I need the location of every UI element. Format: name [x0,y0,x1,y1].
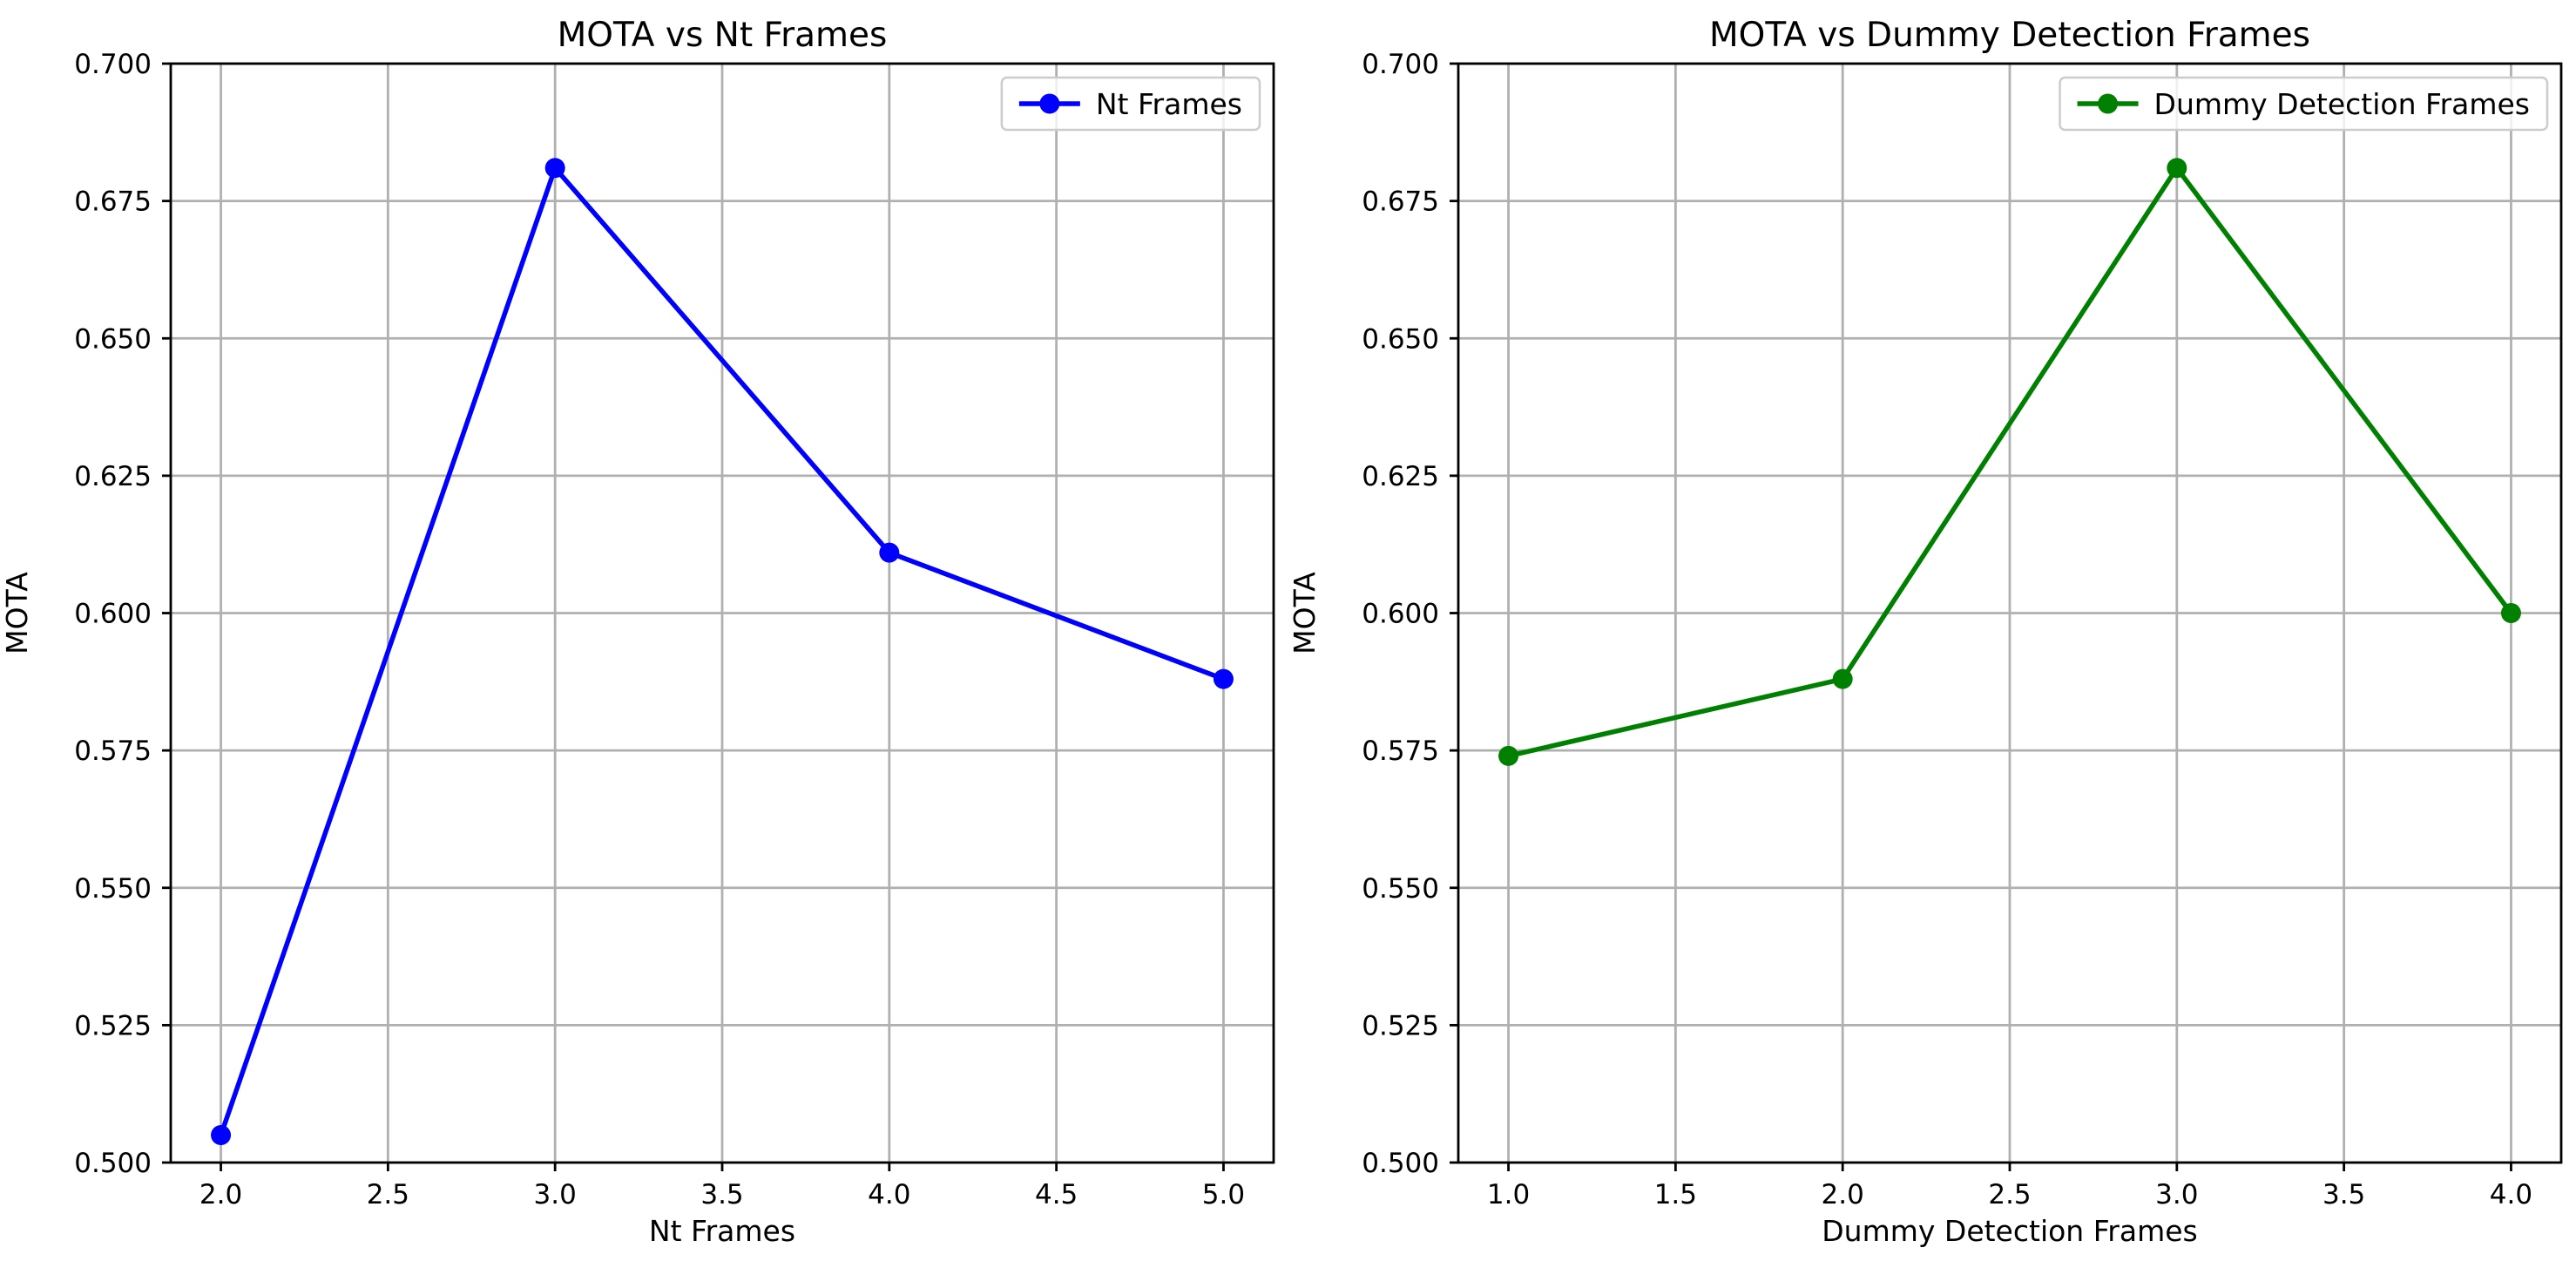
data-point [1832,668,1853,689]
y-tick-label: 0.600 [74,599,152,630]
data-point [211,1124,232,1145]
y-tick-label: 0.550 [1362,873,1439,905]
x-tick-label: 5.0 [1202,1179,1245,1210]
chart-title: MOTA vs Nt Frames [558,16,888,55]
series-dummy-detection-frames [1498,158,2521,766]
gridlines [171,62,1274,1164]
legend-marker [2098,93,2119,114]
y-tick-label: 0.625 [74,461,152,492]
chart-dummy-detection-frames: 1.0 1.5 2.0 2.5 3.0 3.5 4.0 0.500 0.525 0.550 0.57… [1288,16,2563,1248]
x-tick-label: 2.0 [1822,1179,1864,1210]
x-axis-ticks: 2.0 2.5 3.0 3.5 4.0 4.5 5.0 [199,1163,1245,1210]
x-tick-label: 1.0 [1487,1179,1530,1210]
y-axis-ticks: 0.500 0.525 0.550 0.575 0.600 0.625 0.650 0.675… [74,49,171,1179]
y-tick-label: 0.525 [1362,1010,1439,1041]
legend-box [1000,76,1261,132]
x-tick-label: 3.0 [534,1179,577,1210]
y-tick-label: 0.675 [1362,186,1439,218]
series-line [1505,166,2515,759]
data-point [879,542,900,563]
x-tick-label: 4.5 [1035,1179,1078,1210]
x-tick-label: 1.5 [1654,1179,1697,1210]
x-axis-label: Dummy Detection Frames [1822,1214,2197,1248]
legend: Dummy Detection Frames [2059,76,2549,132]
y-tick-label: 0.700 [1362,49,1439,80]
chart-nt-frames: 2.0 2.5 3.0 3.5 4.0 4.5 5.0 0.500 0.525 0.550 0.57… [0,16,1275,1248]
y-tick-label: 0.600 [1362,599,1439,630]
x-tick-label: 4.0 [868,1179,910,1210]
data-point [1213,668,1234,689]
legend-box [2059,76,2549,132]
y-tick-label: 0.500 [74,1148,152,1179]
y-axis-label: MOTA [1288,572,1322,654]
x-tick-label: 2.5 [1988,1179,2031,1210]
legend-marker [1039,93,1060,114]
y-axis-label: MOTA [0,572,34,654]
x-axis-ticks: 1.0 1.5 2.0 2.5 3.0 3.5 4.0 [1487,1163,2532,1210]
x-tick-label: 3.0 [2155,1179,2198,1210]
gridlines [1458,62,2561,1164]
x-tick-label: 4.0 [2490,1179,2532,1210]
y-tick-label: 0.650 [74,323,152,355]
series-line [218,166,1227,1138]
y-tick-label: 0.575 [1362,736,1439,767]
y-tick-label: 0.525 [74,1010,152,1041]
series-nt-frames [211,158,1234,1145]
data-point [2500,603,2521,623]
y-tick-label: 0.700 [74,49,152,80]
y-tick-label: 0.575 [74,736,152,767]
data-point [1498,745,1519,766]
y-tick-label: 0.500 [1362,1148,1439,1179]
y-axis-ticks: 0.500 0.525 0.550 0.575 0.600 0.625 0.650 0.675… [1362,49,1458,1179]
x-tick-label: 3.5 [700,1179,743,1210]
y-tick-label: 0.625 [1362,461,1439,492]
x-tick-label: 2.0 [199,1179,242,1210]
legend-label: Dummy Detection Frames [2154,87,2530,121]
data-point [544,158,565,179]
data-point [2167,158,2187,179]
axes-frame [169,62,1275,1164]
x-tick-label: 3.5 [2322,1179,2365,1210]
y-tick-label: 0.550 [74,873,152,905]
y-tick-label: 0.675 [74,186,152,218]
x-axis-label: Nt Frames [649,1214,795,1248]
y-tick-label: 0.650 [1362,323,1439,355]
legend: Nt Frames [1000,76,1261,132]
axes-frame [1457,62,2563,1164]
x-tick-label: 2.5 [367,1179,409,1210]
chart-title: MOTA vs Dummy Detection Frames [1709,16,2310,55]
legend-label: Nt Frames [1096,87,1242,121]
